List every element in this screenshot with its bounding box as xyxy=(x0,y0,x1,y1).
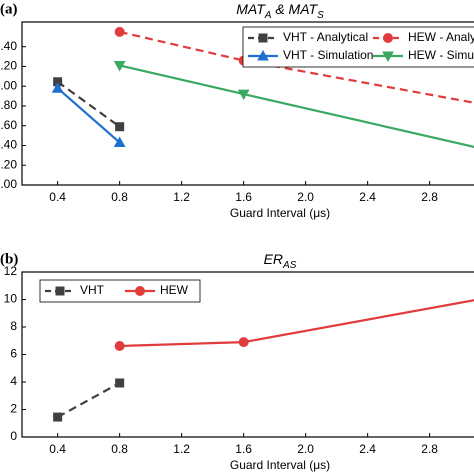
x-tick-label: 1.2 xyxy=(173,190,190,204)
legend-marker xyxy=(258,33,268,43)
y-tick-label: 1.00 xyxy=(0,78,17,92)
chart-title: MATA & MATS xyxy=(236,1,324,21)
x-tick-label: 2.4 xyxy=(359,442,376,456)
marker xyxy=(238,337,249,348)
x-tick-label: 0.8 xyxy=(111,190,128,204)
series-line xyxy=(119,299,474,348)
series-line xyxy=(119,30,474,104)
marker xyxy=(237,89,250,101)
legend-label: VHT - Simulation xyxy=(283,48,373,62)
x-axis-label: Guard Interval (μs) xyxy=(230,458,330,472)
chart-title: ERAS xyxy=(264,251,297,271)
legend-marker xyxy=(383,33,393,43)
legend-label: HEW - Analytical xyxy=(408,30,474,44)
y-tick-label: 4 xyxy=(10,374,17,388)
legend-label: VHT xyxy=(80,283,105,297)
title-part: ER xyxy=(264,251,283,267)
y-tick-label: 8 xyxy=(10,319,17,333)
marker xyxy=(115,122,125,132)
legend-label: HEW xyxy=(160,283,189,297)
title-subscript: S xyxy=(317,10,324,21)
series-line xyxy=(119,64,474,149)
x-tick-label: 0.8 xyxy=(111,442,128,456)
legend-label: VHT - Analytical xyxy=(283,30,368,44)
plot-frame xyxy=(21,21,474,186)
y-tick-label: 12 xyxy=(4,264,18,278)
x-axis-label: Guard Interval (μs) xyxy=(230,206,330,220)
title-subscript: A xyxy=(264,10,272,21)
x-tick-label: 2.0 xyxy=(297,442,314,456)
marker xyxy=(53,412,63,422)
legend-marker xyxy=(257,49,269,61)
y-tick-label: 10 xyxy=(4,292,18,306)
y-tick-label: 0.60 xyxy=(0,118,17,132)
y-tick-label: 1.40 xyxy=(0,39,17,53)
marker xyxy=(114,340,125,351)
panel-label: (b) xyxy=(0,251,18,267)
x-tick-label: 1.2 xyxy=(173,442,190,456)
marker xyxy=(113,136,126,148)
title-part: MAT xyxy=(236,1,266,17)
y-tick-label: 2 xyxy=(10,402,17,416)
y-tick-label: 0 xyxy=(10,429,17,443)
y-tick-label: 0.00 xyxy=(0,177,17,191)
legend-box xyxy=(39,279,201,303)
legend-box xyxy=(242,26,474,68)
x-tick-label: 2.0 xyxy=(297,190,314,204)
marker xyxy=(114,26,125,37)
legend-marker xyxy=(135,286,145,296)
x-tick-label: 0.4 xyxy=(49,190,66,204)
series-line xyxy=(57,381,121,419)
marker xyxy=(51,82,64,93)
legend-marker xyxy=(55,286,65,296)
x-tick-label: 2.4 xyxy=(359,190,376,204)
legend-label: HEW - Simulation xyxy=(408,48,474,62)
x-tick-label: 2.8 xyxy=(421,442,438,456)
x-tick-label: 0.4 xyxy=(49,442,66,456)
marker xyxy=(115,378,125,388)
title-subscript: AS xyxy=(282,260,297,271)
x-tick-label: 2.8 xyxy=(421,190,438,204)
legend-marker xyxy=(382,51,394,63)
series-line xyxy=(56,87,121,144)
x-tick-label: 1.6 xyxy=(235,442,252,456)
y-tick-label: 0.40 xyxy=(0,138,17,152)
x-tick-label: 1.6 xyxy=(235,190,252,204)
y-tick-label: 1.20 xyxy=(0,59,17,73)
y-tick-label: 0.80 xyxy=(0,98,17,112)
panel-label: (a) xyxy=(0,1,18,17)
y-tick-label: 6 xyxy=(10,347,17,361)
marker xyxy=(113,60,126,72)
title-part: & MAT xyxy=(271,1,318,17)
series-line xyxy=(57,80,121,128)
y-tick-label: 0.20 xyxy=(0,157,17,171)
